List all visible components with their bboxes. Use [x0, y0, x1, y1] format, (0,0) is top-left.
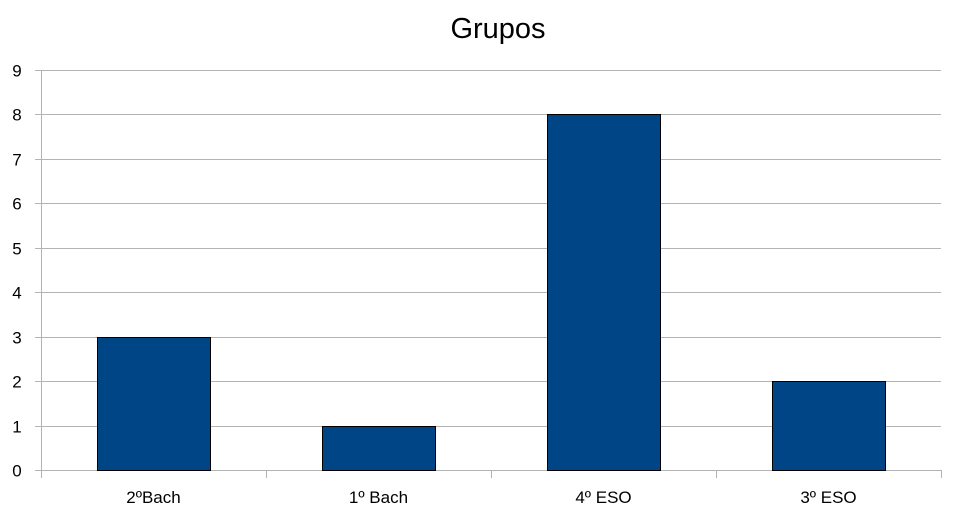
x-tick-label-2: 4º ESO: [575, 488, 631, 507]
bar-3: [772, 381, 886, 471]
y-tick-label-0: 0: [12, 462, 21, 481]
y-tick-label-3: 3: [12, 329, 21, 348]
y-tick-label-4: 4: [12, 284, 21, 303]
axes: [35, 70, 942, 478]
x-tick-label-3: 3º ESO: [800, 488, 856, 507]
y-tick-label-9: 9: [12, 62, 21, 81]
y-tick-label-2: 2: [12, 373, 21, 392]
bar-1: [322, 426, 436, 471]
x-tick-label-1: 1º Bach: [349, 488, 408, 507]
y-tick-label-6: 6: [12, 195, 21, 214]
x-tick-label-0: 2ºBach: [126, 488, 180, 507]
y-axis-tick-labels: 0 1 2 3 4 5 6 7 8 9: [12, 62, 21, 481]
bar-2: [547, 114, 661, 471]
chart-title: Grupos: [450, 13, 545, 45]
y-tick-label-5: 5: [12, 240, 21, 259]
y-tick-label-8: 8: [12, 106, 21, 125]
bar-0: [97, 337, 211, 471]
x-axis-tick-labels: 2ºBach 1º Bach 4º ESO 3º ESO: [126, 488, 856, 507]
y-tick-label-7: 7: [12, 151, 21, 170]
bars: [97, 114, 886, 471]
y-tick-label-1: 1: [12, 418, 21, 437]
